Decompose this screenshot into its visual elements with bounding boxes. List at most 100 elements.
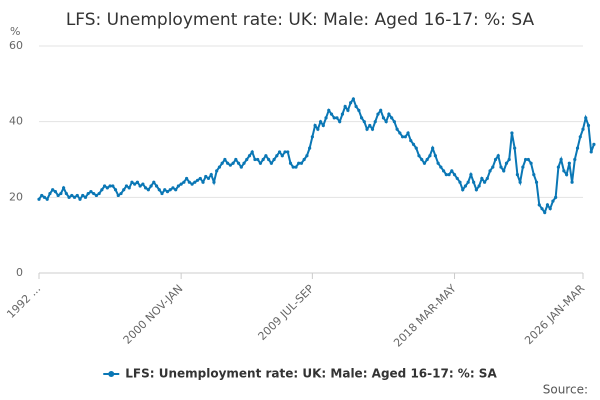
point (258, 161, 263, 165)
point (485, 176, 489, 181)
point (138, 184, 142, 188)
point (493, 157, 498, 162)
point (275, 154, 279, 158)
point (288, 161, 293, 165)
point (491, 165, 495, 169)
point (152, 180, 156, 184)
point (395, 127, 399, 131)
x-tick-label: 2018 MAR-MAY (391, 282, 459, 350)
point (277, 150, 282, 154)
point (480, 176, 484, 181)
point (149, 184, 153, 188)
point (529, 161, 533, 165)
legend-label: LFS: Unemployment rate: UK: Male: Aged 1… (125, 367, 497, 381)
point (83, 195, 88, 199)
point (75, 193, 79, 198)
point (42, 195, 47, 199)
point (135, 180, 140, 184)
point (226, 161, 230, 165)
y-tick-label: 0 (16, 266, 23, 279)
point (335, 116, 339, 120)
point (469, 173, 473, 177)
point (89, 190, 93, 194)
point (507, 157, 511, 162)
point (318, 120, 323, 124)
point (308, 146, 312, 150)
point (327, 108, 331, 112)
point (182, 180, 186, 184)
point (67, 195, 71, 199)
point (521, 165, 525, 169)
point (545, 203, 550, 207)
point (239, 165, 243, 169)
point (165, 190, 170, 194)
point (171, 186, 175, 190)
point (163, 188, 167, 192)
point (338, 120, 342, 124)
point (204, 174, 208, 179)
point (332, 116, 336, 120)
point (146, 188, 150, 192)
point (477, 184, 481, 188)
x-tick-label: 2009 JUL-SEP (256, 282, 317, 343)
point (359, 116, 364, 120)
point (455, 176, 459, 181)
point (302, 157, 306, 162)
point (362, 120, 366, 124)
point (144, 186, 148, 190)
point (286, 150, 290, 154)
point (321, 123, 325, 128)
point (72, 195, 77, 199)
x-tick-label: 2000 NOV-JAN (121, 282, 186, 347)
point (198, 176, 202, 181)
point (209, 173, 213, 177)
point (452, 173, 457, 177)
source: Source: (543, 383, 588, 397)
x-tick-label: 2026 JAN-MAR (522, 282, 587, 347)
point (504, 161, 509, 165)
point (242, 161, 246, 165)
point (108, 184, 112, 188)
point (384, 120, 388, 124)
point (409, 138, 413, 143)
point (392, 120, 396, 124)
point (447, 173, 451, 177)
point (53, 190, 58, 194)
point (406, 131, 410, 135)
point (78, 197, 82, 201)
point (59, 191, 63, 196)
point (575, 146, 580, 150)
point (482, 180, 487, 184)
point (157, 188, 161, 192)
point (551, 199, 555, 203)
point (365, 127, 369, 131)
point (193, 180, 197, 184)
point (373, 120, 377, 124)
point (305, 154, 309, 158)
point (245, 157, 249, 162)
point (439, 165, 443, 169)
point (523, 157, 528, 162)
point (458, 180, 462, 184)
point (444, 173, 448, 177)
point (398, 131, 402, 135)
series-line (38, 96, 595, 215)
point (236, 161, 241, 165)
point (154, 184, 159, 188)
point (496, 154, 500, 158)
point (64, 191, 68, 196)
point (116, 193, 120, 198)
point (461, 188, 465, 192)
point (201, 180, 205, 184)
point (573, 157, 577, 162)
point (283, 150, 287, 154)
point (294, 165, 298, 169)
point (351, 97, 355, 101)
point (250, 150, 254, 154)
point (411, 142, 416, 146)
point (474, 188, 478, 192)
point (223, 157, 227, 162)
point (130, 180, 134, 184)
point (592, 142, 596, 146)
point (324, 116, 328, 120)
